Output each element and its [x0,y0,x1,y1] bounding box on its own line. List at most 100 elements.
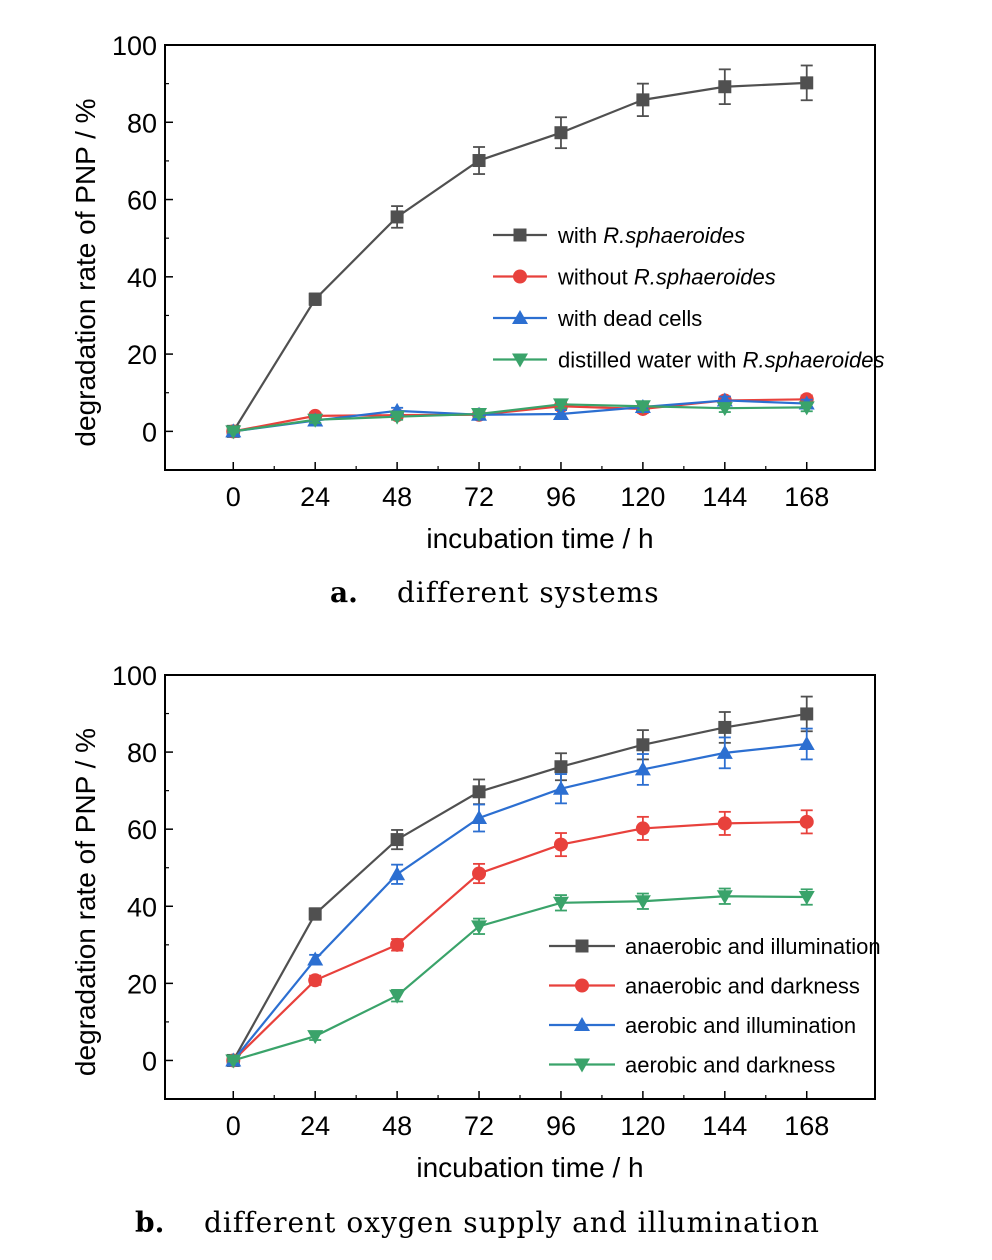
data-point [798,735,815,750]
data-point [552,405,569,420]
x-tick-label: 144 [702,1111,747,1141]
data-point [390,833,404,847]
y-tick-label: 0 [142,417,157,447]
y-tick-label: 80 [127,108,157,138]
legend-label: aerobic and darkness [625,1053,835,1078]
legend-label: with R.sphaeroides [557,223,745,248]
legend-marker [574,1058,590,1073]
data-point [554,126,568,140]
x-tick-label: 96 [546,482,576,512]
data-point [225,1054,242,1069]
data-point [307,1030,324,1045]
data-point [390,210,404,224]
y-tick-label: 40 [127,263,157,293]
data-point [471,810,488,825]
data-point [307,951,324,966]
y-axis-title: degradation rate of PNP / % [70,98,101,446]
y-tick-label: 80 [127,738,157,768]
panel-letter: a. [330,576,358,609]
legend-marker [513,269,527,284]
data-point [389,866,406,881]
x-tick-label: 96 [546,1111,576,1141]
x-tick-label: 120 [620,482,665,512]
data-point [472,785,486,799]
panel-letter: b. [135,1206,164,1239]
y-tick-label: 20 [127,340,157,370]
data-point [389,410,406,425]
legend-marker [575,978,589,993]
data-point [472,154,486,168]
y-tick-label: 60 [127,186,157,216]
series-line [232,895,807,1062]
data-point [800,76,814,90]
series-0 [226,64,814,438]
legend-label: distilled water with R.sphaeroides [558,348,885,373]
series-line [232,81,807,432]
data-point [308,973,323,988]
legend: anaerobic and illumination anaerobic and … [549,934,881,1078]
x-tick-label: 168 [784,482,829,512]
x-tick-label: 72 [464,1111,494,1141]
data-point [554,760,568,774]
data-point [553,837,568,852]
y-tick-label: 20 [127,969,157,999]
legend-label: without R.sphaeroides [557,265,776,290]
data-point [634,400,651,415]
series-line [232,742,807,1062]
data-point [472,866,487,881]
x-axis-title: incubation time / h [416,1152,643,1183]
legend-marker [512,353,528,368]
y-tick-label: 40 [127,892,157,922]
data-point [636,738,650,752]
y-tick-label: 0 [142,1046,157,1076]
data-point [389,989,406,1004]
data-point [716,890,733,905]
legend-label: aerobic and illumination [625,1013,856,1038]
data-point [634,895,651,910]
x-axis-title: incubation time / h [426,523,653,554]
panel-a: 0 24 48 72 96 120 144 168 0 20 40 60 80 100 incubation… [70,31,885,609]
data-point [718,720,732,734]
y-tick-label: 100 [112,31,157,61]
legend-label: anaerobic and illumination [625,934,881,959]
panel-caption: different oxygen supply and illumination [204,1206,820,1239]
series-3 [225,887,815,1069]
data-point [225,425,242,440]
x-tick-label: 48 [382,1111,412,1141]
data-point [716,744,733,759]
panel-b: 0 24 48 72 96 120 144 168 0 20 40 60 80 100 incubation… [70,661,881,1239]
x-tick-label: 24 [300,482,330,512]
series-line [232,820,807,1062]
legend-label: with dead cells [557,306,702,331]
x-tick-label: 144 [702,482,747,512]
x-tick-label: 72 [464,482,494,512]
data-point [552,896,569,911]
legend-marker [574,1017,590,1031]
plot-frame [164,44,876,471]
legend-marker [512,310,528,324]
data-point [552,780,569,795]
data-point [798,401,815,416]
data-point [635,821,650,836]
data-point [471,407,488,422]
legend-marker [575,939,589,953]
x-tick-label: 48 [382,482,412,512]
x-tick-label: 0 [226,482,241,512]
data-point [308,907,322,921]
data-point [634,761,651,776]
data-point [390,937,405,952]
x-tick-label: 24 [300,1111,330,1141]
data-point [716,402,733,417]
x-tick-label: 120 [620,1111,665,1141]
series-line [233,403,807,433]
data-point [800,707,814,721]
y-tick-label: 60 [127,815,157,845]
data-point [636,93,650,107]
data-point [308,292,322,306]
series-line [232,712,807,1061]
panel-caption: different systems [397,576,660,609]
y-tick-label: 100 [112,661,157,691]
x-tick-label: 0 [226,1111,241,1141]
series-3 [225,398,815,440]
